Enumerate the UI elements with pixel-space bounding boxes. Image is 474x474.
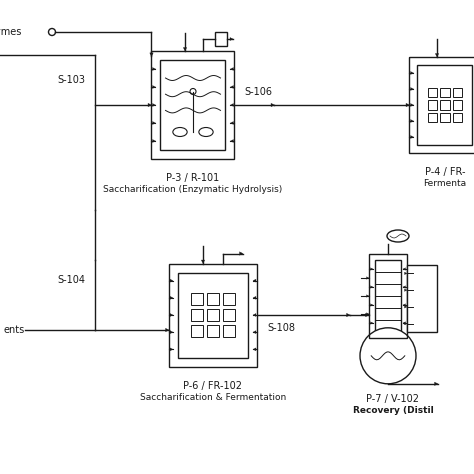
- Polygon shape: [365, 313, 369, 317]
- Polygon shape: [366, 313, 369, 315]
- Bar: [453, 113, 462, 122]
- Polygon shape: [410, 72, 413, 74]
- Text: Fermenta: Fermenta: [423, 179, 466, 188]
- Bar: [191, 325, 203, 337]
- Bar: [428, 88, 437, 97]
- Bar: [152, 51, 235, 159]
- Polygon shape: [230, 103, 234, 107]
- Polygon shape: [253, 348, 256, 351]
- Polygon shape: [153, 139, 155, 143]
- Polygon shape: [410, 136, 413, 138]
- Polygon shape: [346, 313, 350, 317]
- Bar: [418, 65, 473, 145]
- Polygon shape: [201, 260, 205, 264]
- Bar: [207, 309, 219, 321]
- Polygon shape: [403, 304, 405, 306]
- Bar: [207, 325, 219, 337]
- Polygon shape: [435, 382, 438, 385]
- Polygon shape: [230, 37, 233, 40]
- Bar: [223, 309, 235, 321]
- Bar: [207, 293, 219, 305]
- Polygon shape: [170, 331, 173, 334]
- Polygon shape: [253, 279, 256, 282]
- Polygon shape: [406, 103, 410, 107]
- Polygon shape: [170, 279, 173, 282]
- Polygon shape: [410, 119, 413, 122]
- Ellipse shape: [387, 230, 409, 242]
- Bar: [440, 88, 450, 97]
- Text: Saccharification & Fermentation: Saccharification & Fermentation: [140, 392, 286, 401]
- Bar: [453, 88, 462, 97]
- Bar: [223, 325, 235, 337]
- Polygon shape: [153, 67, 155, 71]
- Polygon shape: [403, 268, 405, 270]
- Text: S-104: S-104: [57, 275, 85, 285]
- Polygon shape: [435, 54, 439, 57]
- Text: S-103: S-103: [57, 75, 85, 85]
- Polygon shape: [153, 121, 155, 125]
- Polygon shape: [230, 139, 234, 143]
- Polygon shape: [183, 47, 187, 51]
- Polygon shape: [371, 268, 373, 270]
- Text: Recovery (Distil: Recovery (Distil: [353, 406, 433, 415]
- Polygon shape: [148, 103, 152, 107]
- Text: ents: ents: [4, 325, 25, 335]
- Polygon shape: [371, 304, 373, 306]
- Bar: [440, 113, 450, 122]
- Polygon shape: [253, 313, 256, 317]
- Text: P-6 / FR-102: P-6 / FR-102: [183, 381, 243, 391]
- Polygon shape: [271, 103, 274, 107]
- Polygon shape: [153, 85, 155, 89]
- Polygon shape: [404, 322, 407, 325]
- Bar: [407, 265, 437, 332]
- Polygon shape: [404, 272, 407, 274]
- Bar: [428, 113, 437, 122]
- Bar: [369, 254, 407, 338]
- Polygon shape: [403, 286, 405, 288]
- Text: Saccharification (Enzymatic Hydrolysis): Saccharification (Enzymatic Hydrolysis): [103, 185, 283, 194]
- Polygon shape: [404, 289, 407, 292]
- Polygon shape: [366, 295, 369, 297]
- Bar: [410, 57, 474, 153]
- Polygon shape: [410, 88, 413, 91]
- Bar: [191, 309, 203, 321]
- Bar: [223, 293, 235, 305]
- Circle shape: [360, 328, 416, 384]
- Polygon shape: [239, 252, 243, 255]
- Polygon shape: [150, 53, 153, 56]
- Polygon shape: [253, 331, 256, 334]
- Bar: [169, 264, 257, 366]
- Polygon shape: [253, 296, 256, 300]
- Polygon shape: [230, 85, 234, 89]
- Polygon shape: [170, 313, 173, 317]
- Bar: [178, 273, 248, 357]
- Bar: [440, 100, 450, 109]
- Bar: [191, 293, 203, 305]
- Bar: [161, 60, 226, 150]
- Bar: [453, 100, 462, 109]
- Bar: [375, 260, 401, 332]
- Polygon shape: [165, 328, 169, 332]
- Text: zymes: zymes: [0, 27, 22, 37]
- Polygon shape: [410, 103, 413, 107]
- Polygon shape: [371, 322, 373, 324]
- Polygon shape: [403, 322, 405, 324]
- Polygon shape: [404, 306, 407, 308]
- Polygon shape: [170, 296, 173, 300]
- Polygon shape: [170, 348, 173, 351]
- Text: P-7 / V-102: P-7 / V-102: [366, 394, 419, 404]
- Polygon shape: [153, 103, 155, 107]
- Text: S-108: S-108: [267, 323, 295, 333]
- Polygon shape: [371, 286, 373, 288]
- Bar: [215, 32, 227, 46]
- Bar: [428, 100, 437, 109]
- Text: S-106: S-106: [245, 87, 273, 97]
- Text: P-4 / FR-: P-4 / FR-: [425, 167, 465, 177]
- Polygon shape: [230, 67, 234, 71]
- Text: P-3 / R-101: P-3 / R-101: [166, 173, 219, 183]
- Polygon shape: [366, 277, 369, 279]
- Polygon shape: [230, 121, 234, 125]
